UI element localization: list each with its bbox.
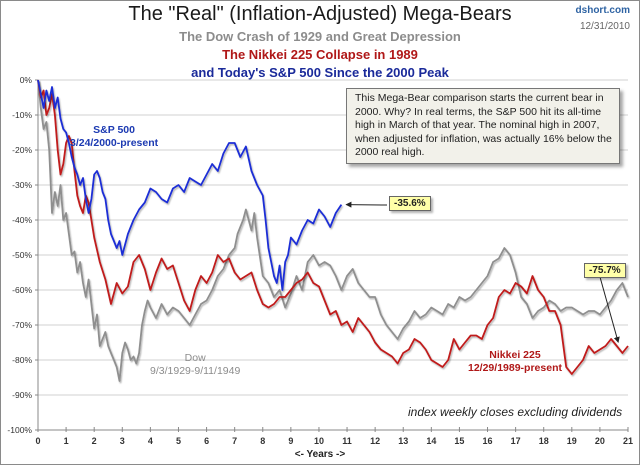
nikkei-callout-arrow (599, 276, 620, 343)
brand-label: dshort.com (575, 5, 630, 16)
y-tick-label: -30% (12, 180, 32, 190)
x-tick-label: 16 (483, 436, 493, 446)
x-tick-label: 3 (120, 436, 125, 446)
dow-label-name: Dow (184, 352, 206, 364)
x-tick-label: 18 (539, 436, 549, 446)
x-axis-label: <- Years -> (294, 449, 346, 460)
y-tick-label: -20% (12, 145, 32, 155)
x-tick-label: 2 (92, 436, 97, 446)
sp500-line (37, 79, 343, 291)
x-tick-label: 0 (35, 436, 40, 446)
y-tick-label: -100% (7, 425, 32, 435)
x-tick-label: 11 (342, 436, 352, 446)
y-tick-label: -70% (12, 320, 32, 330)
nikkei-series-label: Nikkei 225 12/29/1989-present (468, 349, 562, 375)
x-tick-label: 21 (623, 436, 633, 446)
dow-label-dates: 9/3/1929-9/11/1949 (150, 365, 241, 377)
nikkei-line (37, 79, 629, 375)
x-tick-label: 15 (454, 436, 464, 446)
x-tick-label: 13 (398, 436, 408, 446)
dow-series-label: Dow 9/3/1929-9/11/1949 (150, 352, 240, 378)
sp500-label-dates: 3/24/2000-present (70, 137, 159, 149)
y-tick-label: -40% (12, 215, 32, 225)
subtitle-sp500: and Today's S&P 500 Since the 2000 Peak (191, 65, 449, 80)
x-tick-label: 17 (511, 436, 521, 446)
y-tick-label: 0% (20, 75, 33, 85)
nikkei-label-dates: 12/29/1989-present (468, 362, 562, 374)
nikkei-label-name: Nikkei 225 (489, 349, 541, 361)
subtitle-nikkei: The Nikkei 225 Collapse in 1989 (222, 47, 418, 62)
sp500-series-label: S&P 500 3/24/2000-present (70, 124, 158, 150)
subtitle-dow: The Dow Crash of 1929 and Great Depressi… (179, 29, 461, 44)
x-tick-label: 9 (288, 436, 293, 446)
x-tick-label: 7 (232, 436, 237, 446)
x-tick-label: 4 (148, 436, 153, 446)
x-tick-label: 10 (314, 436, 324, 446)
dow-line (37, 79, 629, 382)
x-tick-label: 12 (370, 436, 380, 446)
footnote: index weekly closes excluding dividends (408, 405, 623, 419)
y-tick-label: -60% (12, 285, 32, 295)
x-tick-label: 6 (204, 436, 209, 446)
y-tick-label: -50% (12, 250, 32, 260)
y-tick-label: -90% (12, 390, 32, 400)
annotation-note: This Mega-Bear comparison starts the cur… (346, 88, 620, 164)
x-tick-label: 19 (567, 436, 577, 446)
x-tick-label: 5 (176, 436, 181, 446)
date-label: 12/31/2010 (579, 21, 630, 32)
x-tick-label: 20 (595, 436, 605, 446)
x-tick-label: 14 (426, 436, 436, 446)
x-tick-label: 8 (260, 436, 265, 446)
x-tick-label: 1 (64, 436, 69, 446)
sp500-callout: -35.6% (389, 196, 431, 211)
sp500-label-name: S&P 500 (93, 124, 135, 136)
chart-title: The "Real" (Inflation-Adjusted) Mega-Bea… (128, 3, 512, 25)
y-tick-label: -80% (12, 355, 32, 365)
nikkei-callout: -75.7% (584, 263, 626, 278)
y-tick-label: -10% (12, 110, 32, 120)
